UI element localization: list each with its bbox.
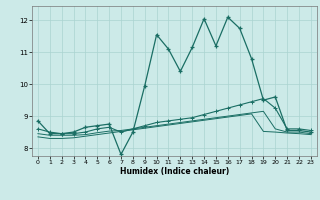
X-axis label: Humidex (Indice chaleur): Humidex (Indice chaleur) [120, 167, 229, 176]
